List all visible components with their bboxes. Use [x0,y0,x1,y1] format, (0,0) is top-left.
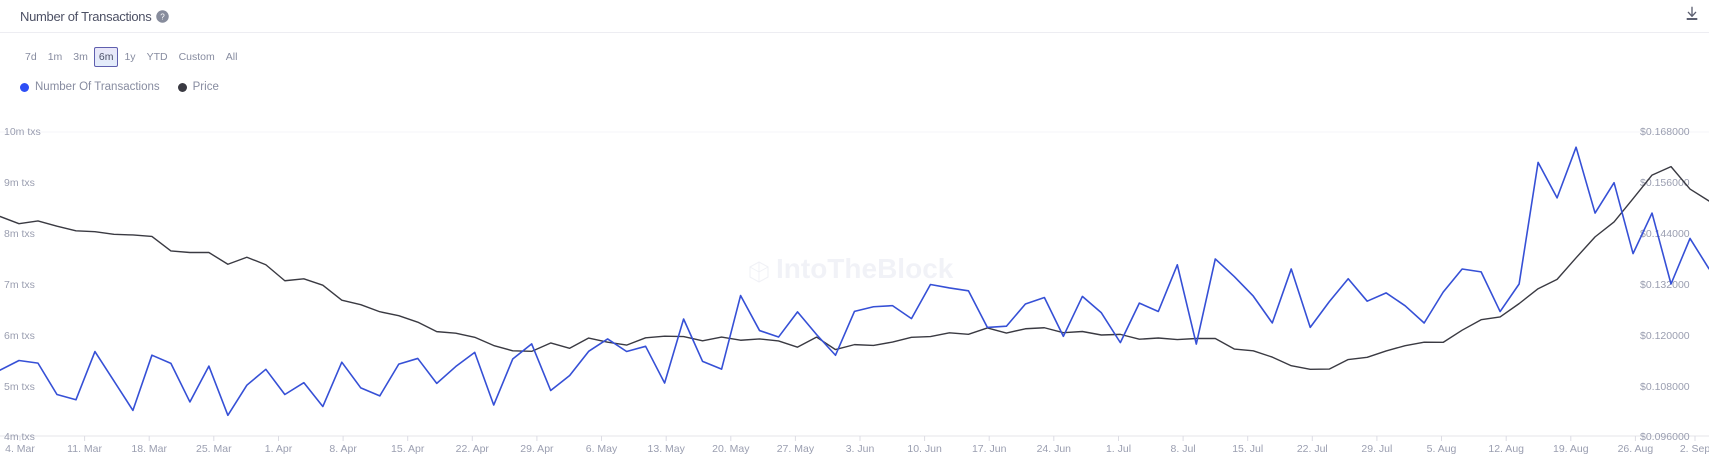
svg-text:1. Jul: 1. Jul [1106,443,1131,455]
svg-text:8. Apr: 8. Apr [329,443,357,455]
svg-text:8. Jul: 8. Jul [1171,443,1196,455]
svg-text:$0.096000: $0.096000 [1640,431,1690,443]
svg-text:5. Aug: 5. Aug [1427,443,1457,455]
svg-text:6m txs: 6m txs [4,330,35,342]
svg-text:22. Jul: 22. Jul [1297,443,1328,455]
svg-text:1. Apr: 1. Apr [265,443,293,455]
svg-text:11. Mar: 11. Mar [67,443,102,455]
svg-text:$0.120000: $0.120000 [1640,330,1690,342]
svg-text:20. May: 20. May [712,443,750,455]
svg-text:29. Apr: 29. Apr [520,443,554,455]
svg-text:IntoTheBlock: IntoTheBlock [776,253,954,284]
svg-text:$0.168000: $0.168000 [1640,126,1690,138]
svg-text:6. May: 6. May [586,443,618,455]
svg-text:$0.144000: $0.144000 [1640,228,1690,240]
svg-text:$0.108000: $0.108000 [1640,381,1690,393]
svg-text:24. Jun: 24. Jun [1037,443,1072,455]
svg-text:15. Jul: 15. Jul [1232,443,1263,455]
svg-text:5m txs: 5m txs [4,381,35,393]
svg-text:15. Apr: 15. Apr [391,443,425,455]
svg-text:4. Mar: 4. Mar [5,443,35,455]
svg-text:9m txs: 9m txs [4,177,35,189]
svg-text:25. Mar: 25. Mar [196,443,232,455]
svg-text:17. Jun: 17. Jun [972,443,1007,455]
svg-text:12. Aug: 12. Aug [1488,443,1524,455]
svg-text:10m txs: 10m txs [4,126,41,138]
svg-text:22. Apr: 22. Apr [456,443,490,455]
svg-text:27. May: 27. May [777,443,815,455]
svg-text:26. Aug: 26. Aug [1618,443,1654,455]
svg-text:8m txs: 8m txs [4,228,35,240]
svg-text:10. Jun: 10. Jun [907,443,942,455]
svg-text:29. Jul: 29. Jul [1361,443,1392,455]
svg-text:3. Jun: 3. Jun [846,443,875,455]
svg-text:$0.156000: $0.156000 [1640,177,1690,189]
svg-text:18. Mar: 18. Mar [131,443,167,455]
svg-text:$0.132000: $0.132000 [1640,279,1690,291]
svg-text:7m txs: 7m txs [4,279,35,291]
svg-text:4m txs: 4m txs [4,431,35,443]
svg-text:2. Sep: 2. Sep [1680,443,1709,455]
svg-text:19. Aug: 19. Aug [1553,443,1589,455]
svg-text:13. May: 13. May [648,443,686,455]
